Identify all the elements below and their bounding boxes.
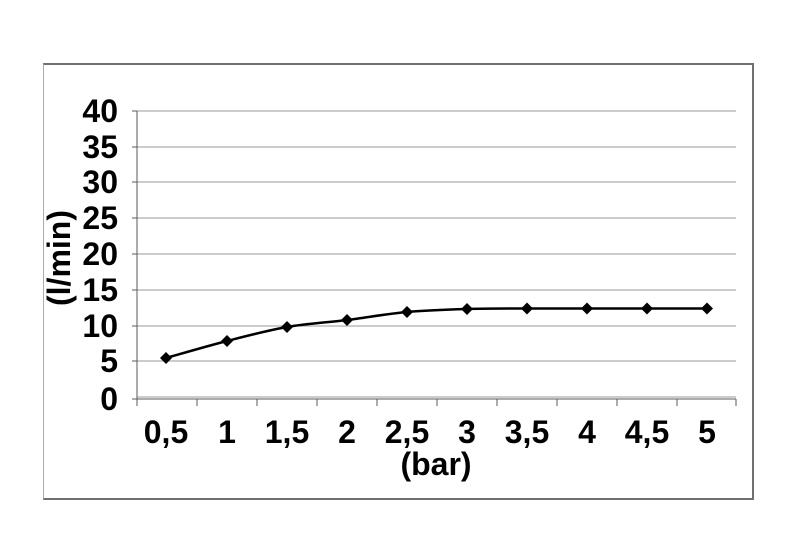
- svg-text:0: 0: [100, 381, 118, 417]
- svg-text:10: 10: [82, 308, 118, 344]
- svg-text:35: 35: [82, 129, 118, 165]
- svg-text:(bar): (bar): [400, 446, 471, 482]
- svg-text:(l/min): (l/min): [41, 210, 77, 306]
- svg-text:2,5: 2,5: [385, 414, 429, 450]
- svg-text:3: 3: [458, 414, 476, 450]
- svg-text:5: 5: [698, 414, 716, 450]
- svg-text:40: 40: [82, 93, 118, 129]
- svg-text:25: 25: [82, 200, 118, 236]
- svg-text:15: 15: [82, 272, 118, 308]
- svg-text:0,5: 0,5: [144, 414, 188, 450]
- svg-text:1,5: 1,5: [265, 414, 309, 450]
- svg-text:2: 2: [338, 414, 356, 450]
- svg-text:20: 20: [82, 236, 118, 272]
- svg-text:3,5: 3,5: [505, 414, 549, 450]
- svg-text:1: 1: [218, 414, 236, 450]
- svg-text:30: 30: [82, 164, 118, 200]
- svg-text:5: 5: [100, 343, 118, 379]
- svg-text:4: 4: [578, 414, 596, 450]
- svg-text:4,5: 4,5: [625, 414, 669, 450]
